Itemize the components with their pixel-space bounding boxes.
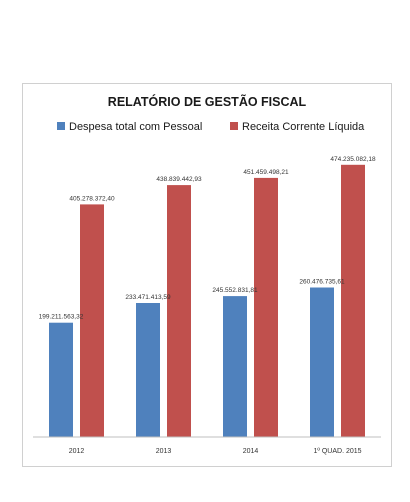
x-tick-label-1: 2013: [156, 448, 172, 455]
bar-despesa-3: [310, 287, 334, 437]
x-tick-label-2: 2014: [243, 448, 259, 455]
bar-receita-1: [167, 185, 191, 437]
data-labels-layer: 199.211.563,32 405.278.372,40 233.471.413,…: [39, 156, 376, 321]
legend-label-receita: Receita Corrente Líquida: [242, 121, 365, 133]
data-label-receita-2: 451.459.498,21: [243, 169, 289, 176]
legend-swatch-receita: [230, 122, 238, 130]
bar-despesa-1: [136, 303, 160, 437]
legend-label-despesa: Despesa total com Pessoal: [69, 121, 202, 133]
data-label-receita-0: 405.278.372,40: [69, 195, 115, 202]
data-label-despesa-0: 199.211.563,32: [39, 314, 84, 321]
chart-title: RELATÓRIO DE GESTÃO FISCAL: [108, 94, 307, 109]
x-tick-label-3: 1º QUAD. 2015: [313, 448, 361, 455]
x-axis-ticks: 2012 2013 2014 1º QUAD. 2015: [69, 448, 362, 455]
bar-receita-2: [254, 177, 278, 437]
bar-chart: RELATÓRIO DE GESTÃO FISCAL Despesa total…: [33, 94, 381, 455]
bar-despesa-0: [49, 322, 73, 437]
legend: Despesa total com Pessoal Receita Corren…: [57, 121, 365, 133]
chart-frame: RELATÓRIO DE GESTÃO FISCAL Despesa total…: [22, 83, 392, 467]
data-label-despesa-2: 245.552.831,81: [212, 287, 258, 294]
data-label-despesa-1: 233.471.413,59: [125, 294, 171, 301]
legend-swatch-despesa: [57, 122, 65, 130]
x-tick-label-0: 2012: [69, 448, 85, 455]
bar-despesa-2: [223, 296, 247, 437]
data-label-receita-3: 474.235.082,18: [330, 156, 376, 163]
bars-layer: [49, 164, 365, 438]
data-label-receita-1: 438.839.442,93: [156, 176, 202, 183]
data-label-despesa-3: 260.476.735,61: [299, 279, 345, 286]
bar-receita-0: [80, 204, 104, 437]
bar-receita-3: [341, 164, 365, 438]
